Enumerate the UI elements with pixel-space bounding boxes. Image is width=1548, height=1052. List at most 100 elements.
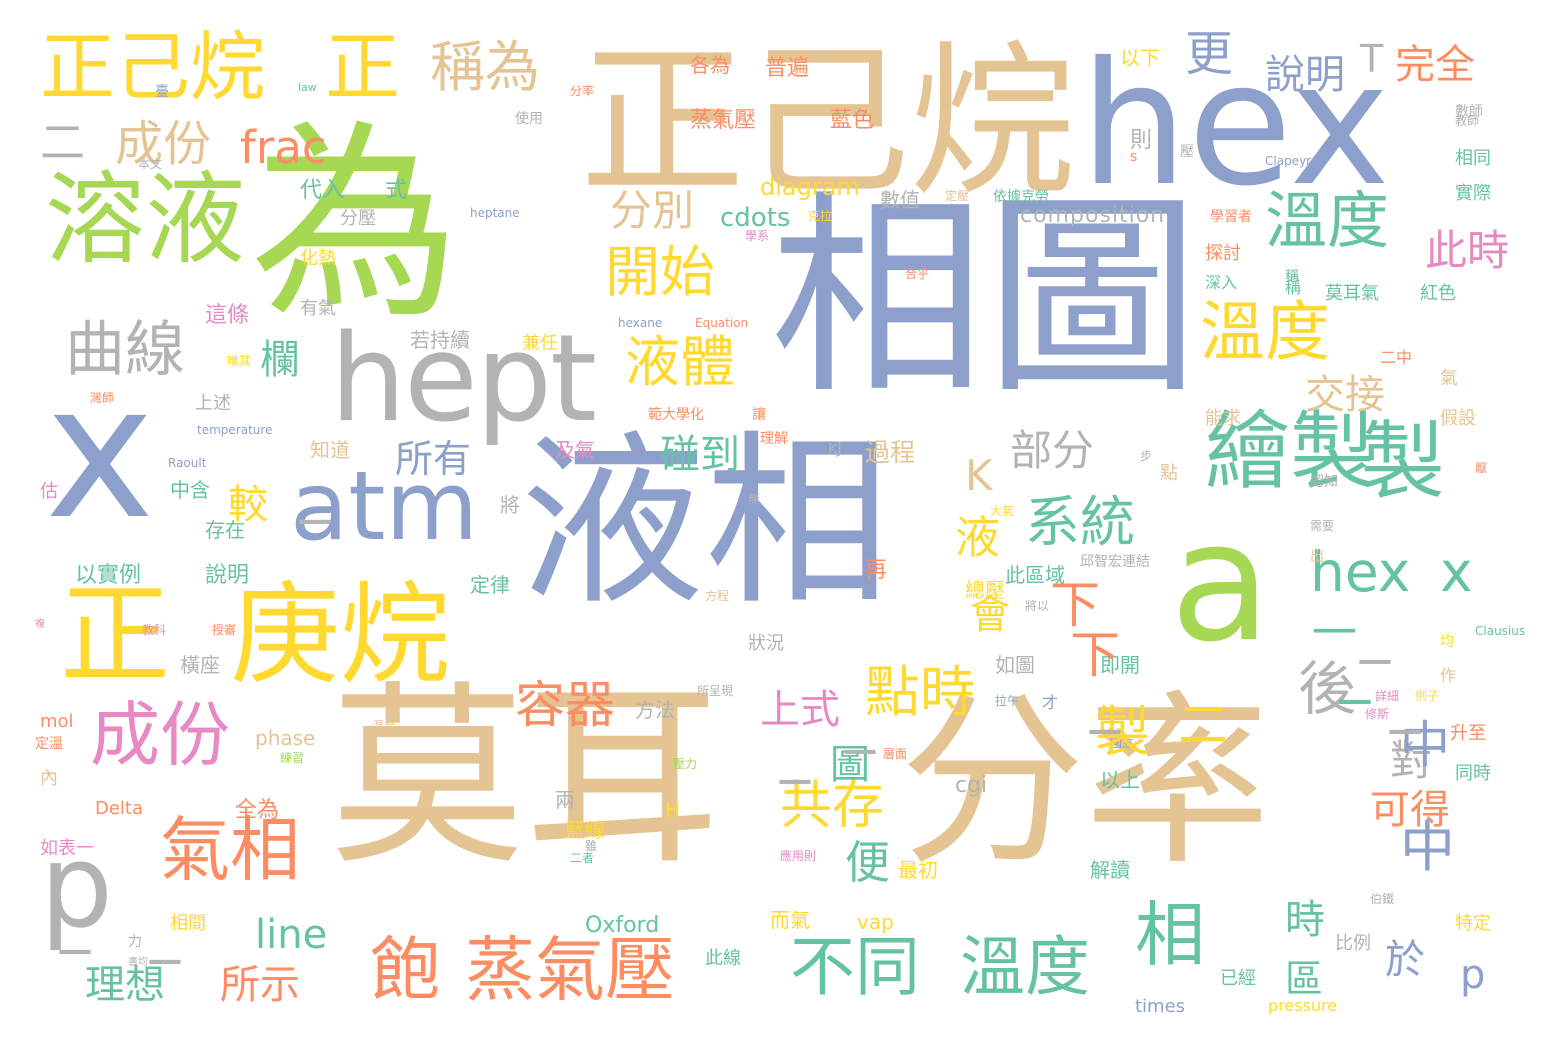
cloud-word: 理解 bbox=[760, 431, 788, 447]
cloud-word: pressure bbox=[1268, 996, 1338, 1015]
cloud-word: composition bbox=[1020, 203, 1166, 228]
cloud-word: 讓 bbox=[752, 407, 766, 423]
cloud-word: 邱智宏連結 bbox=[1080, 554, 1150, 570]
cloud-word: 製 bbox=[1360, 413, 1446, 512]
cloud-word: 化熱 bbox=[300, 248, 336, 269]
cloud-word: 克拉 bbox=[808, 209, 833, 223]
cloud-word: 欄 bbox=[260, 337, 300, 383]
cloud-word: 學習者 bbox=[1210, 209, 1252, 225]
cloud-word: 假設 bbox=[1440, 408, 1476, 429]
cloud-word: 數值 bbox=[880, 188, 920, 212]
cloud-word: 最初 bbox=[898, 858, 938, 882]
cloud-word: 共存 bbox=[780, 776, 885, 836]
cloud-word: 知道 bbox=[310, 438, 350, 462]
cloud-word: Clapeyron bbox=[1265, 154, 1326, 168]
cloud-word: 分率 bbox=[570, 84, 595, 98]
cloud-word: 上述 bbox=[195, 393, 231, 414]
cloud-word: 上式 bbox=[760, 687, 840, 733]
cloud-word: p bbox=[40, 820, 113, 954]
cloud-word: 才 bbox=[1042, 693, 1059, 712]
cloud-word: 點時 bbox=[865, 660, 976, 724]
cloud-word: 繪製 bbox=[1205, 403, 1376, 502]
cloud-word: 此線 bbox=[705, 948, 741, 969]
cloud-word: 依據克勞 bbox=[993, 189, 1049, 205]
cloud-word: T bbox=[1360, 37, 1384, 81]
cloud-word: 出 bbox=[1310, 549, 1324, 565]
cloud-word: _ bbox=[1340, 635, 1370, 705]
cloud-word: 探討 bbox=[1205, 243, 1241, 264]
cloud-word: mol bbox=[40, 711, 74, 732]
cloud-word: 國立 bbox=[1110, 736, 1135, 750]
cloud-word: 練習 bbox=[280, 751, 305, 765]
cloud-word: _ bbox=[1090, 665, 1120, 735]
cloud-word: s bbox=[1130, 149, 1138, 165]
cloud-word: 代入 bbox=[300, 178, 345, 203]
cloud-word: 莫耳氣 bbox=[1325, 283, 1379, 304]
cloud-word: 成份 bbox=[115, 116, 212, 172]
cloud-word: Equation bbox=[695, 316, 749, 330]
cloud-word: 所有 bbox=[395, 437, 472, 481]
cloud-word: a bbox=[1170, 486, 1272, 678]
cloud-word: 實際 bbox=[1455, 183, 1491, 204]
cloud-word: 二 bbox=[40, 116, 86, 169]
cloud-word: 庚烷 bbox=[230, 571, 450, 699]
cloud-word: 中含 bbox=[170, 478, 210, 502]
cloud-word: 臺 bbox=[155, 84, 169, 100]
cloud-word: 大氣 bbox=[990, 504, 1015, 518]
cloud-word: 範大學化 bbox=[648, 407, 704, 423]
cloud-word: 需要 bbox=[1310, 519, 1335, 533]
cloud-word: 修斯 bbox=[1365, 707, 1390, 721]
cloud-word: 曲線 bbox=[65, 315, 185, 385]
cloud-word: 二者 bbox=[570, 851, 595, 865]
cloud-word: 特定 bbox=[1455, 913, 1491, 934]
cloud-word: 莫耳 bbox=[330, 664, 720, 891]
cloud-word: 即開 bbox=[1100, 653, 1140, 677]
cloud-word: 液體 bbox=[625, 330, 736, 394]
cloud-word: 層面 bbox=[883, 747, 908, 761]
cloud-word: heptane bbox=[470, 206, 520, 220]
cloud-word: 說明 bbox=[205, 563, 250, 588]
cloud-word: 溶液 bbox=[45, 161, 245, 278]
cloud-word: p bbox=[1460, 952, 1486, 998]
cloud-word: 升至 bbox=[1450, 723, 1486, 744]
cloud-word: 作 bbox=[1440, 666, 1457, 685]
cloud-word: 正 bbox=[325, 23, 401, 111]
cloud-word: 將以 bbox=[1025, 599, 1050, 613]
cloud-word: 說明 bbox=[1265, 52, 1345, 98]
cloud-word: 中 bbox=[1400, 815, 1456, 879]
cloud-word: 氣 bbox=[1440, 368, 1458, 389]
cloud-word: 書均 bbox=[128, 957, 148, 968]
cloud-word: 系統 bbox=[1025, 490, 1136, 554]
cloud-word: 正己烷 bbox=[580, 26, 1075, 218]
cloud-word: 如圖 bbox=[995, 653, 1035, 677]
cloud-word: 方程 bbox=[705, 589, 730, 603]
cloud-word: x bbox=[45, 344, 155, 560]
cloud-word: 溫度 bbox=[960, 930, 1091, 1005]
cloud-word: 全為 bbox=[235, 798, 280, 823]
cloud-word: 複 bbox=[35, 619, 45, 630]
cloud-word: 教師 bbox=[1455, 114, 1480, 128]
cloud-word: Delta bbox=[95, 798, 144, 819]
cloud-word: 有氣 bbox=[300, 298, 336, 319]
cloud-word: 壓力 bbox=[673, 757, 698, 771]
cloud-word: 正 bbox=[60, 571, 170, 699]
cloud-word: _ bbox=[300, 455, 330, 525]
cloud-word: _ bbox=[60, 885, 90, 955]
cloud-word: Oxford bbox=[585, 913, 660, 938]
cloud-word: 再 bbox=[865, 558, 888, 583]
cloud-word: 普遍 bbox=[765, 56, 810, 81]
cloud-word: 溫度 bbox=[1200, 295, 1331, 370]
cloud-word: 而氣 bbox=[770, 908, 810, 932]
cloud-word: 稱為 bbox=[430, 35, 541, 99]
cloud-word: 以上 bbox=[1100, 768, 1140, 792]
cloud-word: 均 bbox=[1440, 634, 1454, 650]
cloud-word: 氣相 bbox=[160, 809, 300, 891]
cloud-word: 本文 bbox=[138, 157, 163, 171]
cloud-word: 稱 bbox=[1285, 269, 1299, 285]
cloud-word: 交接 bbox=[1305, 372, 1385, 418]
cloud-word: 如表一 bbox=[40, 838, 94, 859]
cloud-word: 方法 bbox=[635, 698, 675, 722]
cloud-word: 估 bbox=[40, 481, 58, 502]
cloud-word: 蒸氣壓 bbox=[465, 929, 675, 1011]
